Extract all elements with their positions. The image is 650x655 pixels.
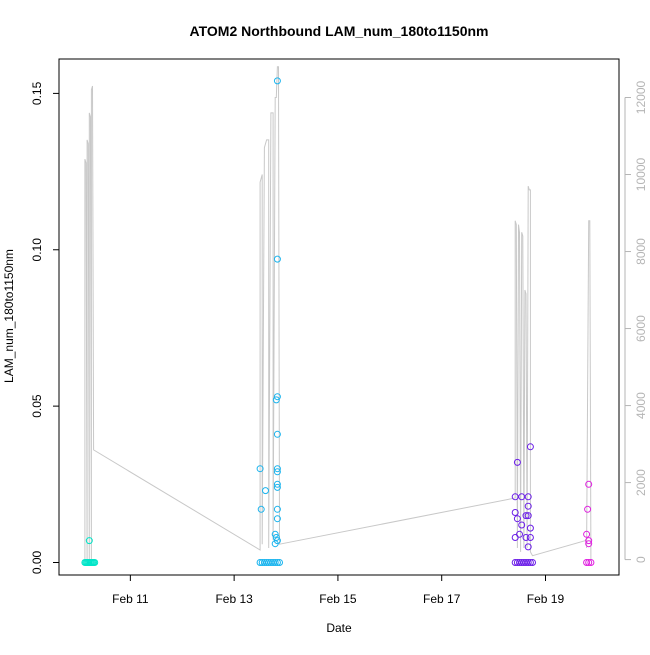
data-point-series-3: [513, 458, 521, 466]
data-point-series-2: [272, 396, 280, 404]
y-tick-label: 0.00: [30, 550, 44, 574]
x-axis-label: Date: [326, 621, 352, 635]
data-point-series-2: [273, 559, 281, 566]
data-point-series-3: [526, 534, 534, 541]
data-point-series-2: [256, 465, 264, 473]
data-point-series-2: [271, 559, 279, 566]
data-point-series-4: [587, 559, 595, 566]
data-point-series-2: [273, 468, 281, 476]
data-point-series-2: [273, 430, 281, 438]
data-point-series-2: [272, 534, 280, 541]
data-point-series-3: [518, 521, 526, 529]
x-axis: Feb 11 Feb 13 Feb 15 Feb 17 Feb 19: [112, 575, 564, 606]
data-point-series-3: [526, 559, 534, 566]
data-point-series-2: [273, 465, 281, 473]
x-tick-label: Feb 17: [423, 592, 461, 606]
x-tick-label: Feb 15: [319, 592, 357, 606]
data-point-series-2: [273, 483, 281, 491]
data-point-series-2: [257, 505, 265, 513]
data-point-series-4: [585, 540, 593, 548]
data-point-series-3: [524, 543, 532, 551]
data-point-series-2: [273, 77, 281, 85]
data-point-series-3: [529, 559, 536, 566]
data-point-series-4: [583, 559, 591, 566]
data-point-series-2: [262, 487, 269, 495]
chart-title: ATOM2 Northbound LAM_num_180to1150nm: [190, 23, 489, 39]
data-point-series-3: [526, 524, 534, 532]
data-point-series-2: [276, 559, 283, 566]
data-point-series-2: [273, 505, 281, 513]
data-point-series-2: [271, 530, 279, 538]
y2-tick-label: 2000: [634, 469, 648, 496]
data-point-series-2: [273, 537, 281, 545]
data-point-series-4: [585, 559, 593, 566]
data-point-series-4: [583, 530, 591, 538]
y-axis-left: 0.00 0.05 0.10 0.15: [30, 81, 59, 574]
data-point-series-2: [273, 515, 281, 523]
y2-tick-label: 6000: [634, 315, 648, 342]
y-tick-label: 0.15: [30, 81, 44, 105]
data-point-series-4: [585, 537, 593, 545]
y2-tick-label: 12000: [634, 80, 648, 114]
data-point-series-3: [516, 530, 523, 538]
plot-frame: [58, 58, 620, 576]
y-axis-right: 0 2000 4000 6000 8000 10000 12000: [624, 80, 648, 563]
y2-tick-label: 8000: [634, 238, 648, 265]
data-point-series-3: [524, 559, 532, 566]
data-point-series-3: [522, 512, 530, 520]
x-tick-label: Feb 19: [527, 592, 565, 606]
data-point-series-3: [524, 502, 532, 510]
x-tick-label: Feb 13: [215, 592, 253, 606]
data-point-series-3: [524, 512, 532, 520]
data-point-series-2: [273, 393, 281, 401]
data-point-series-1: [91, 559, 99, 566]
y2-tick-label: 0: [634, 556, 648, 563]
data-point-series-2: [273, 480, 281, 488]
background-line: [84, 66, 592, 560]
data-point-series-3: [511, 509, 519, 516]
data-point-series-3: [526, 443, 534, 451]
data-point-series-3: [522, 534, 530, 541]
y-tick-label: 0.05: [30, 394, 44, 418]
data-point-series-3: [513, 515, 521, 523]
y-axis-label: LAM_num_180to1150nm: [2, 249, 16, 383]
y2-tick-label: 4000: [634, 392, 648, 419]
background-line-layer: [84, 66, 592, 560]
data-point-series-4: [584, 505, 592, 513]
points-layer: [81, 77, 595, 566]
data-point-series-1: [85, 537, 93, 545]
data-point-series-3: [524, 493, 532, 501]
data-point-series-2: [273, 255, 281, 263]
data-point-series-4: [585, 480, 593, 488]
y-tick-label: 0.10: [30, 238, 44, 262]
x-tick-label: Feb 11: [112, 592, 149, 606]
y2-tick-label: 10000: [634, 157, 648, 191]
